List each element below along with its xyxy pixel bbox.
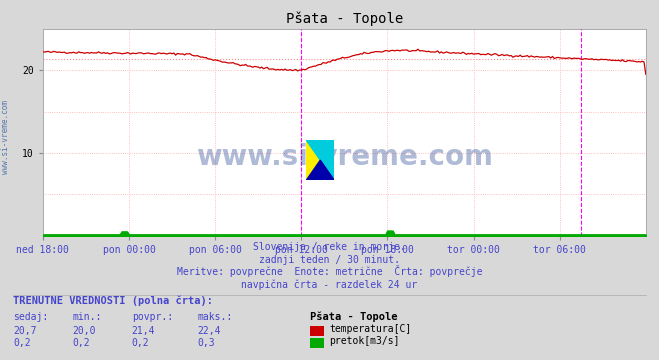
Text: www.si-vreme.com: www.si-vreme.com (196, 143, 493, 171)
Text: 22,4: 22,4 (198, 326, 221, 336)
Text: www.si-vreme.com: www.si-vreme.com (1, 100, 10, 174)
Text: 0,3: 0,3 (198, 338, 215, 348)
Text: maks.:: maks.: (198, 312, 233, 323)
Text: TRENUTNE VREDNOSTI (polna črta):: TRENUTNE VREDNOSTI (polna črta): (13, 296, 213, 306)
Text: sedaj:: sedaj: (13, 312, 48, 323)
Text: povpr.:: povpr.: (132, 312, 173, 323)
Text: Slovenija / reke in morje.: Slovenija / reke in morje. (253, 242, 406, 252)
Polygon shape (306, 140, 334, 180)
Text: Meritve: povprečne  Enote: metrične  Črta: povprečje: Meritve: povprečne Enote: metrične Črta:… (177, 265, 482, 278)
Polygon shape (306, 140, 334, 180)
Text: min.:: min.: (72, 312, 102, 323)
Polygon shape (306, 160, 334, 180)
Text: 0,2: 0,2 (13, 338, 31, 348)
Text: zadnji teden / 30 minut.: zadnji teden / 30 minut. (259, 255, 400, 265)
Text: 20,0: 20,0 (72, 326, 96, 336)
Text: 20,7: 20,7 (13, 326, 37, 336)
Title: Pšata - Topole: Pšata - Topole (286, 12, 403, 26)
Text: 0,2: 0,2 (132, 338, 150, 348)
Text: Pšata - Topole: Pšata - Topole (310, 312, 397, 323)
Text: navpična črta - razdelek 24 ur: navpična črta - razdelek 24 ur (241, 279, 418, 290)
Text: 0,2: 0,2 (72, 338, 90, 348)
Text: 21,4: 21,4 (132, 326, 156, 336)
Text: temperatura[C]: temperatura[C] (330, 324, 412, 334)
Text: pretok[m3/s]: pretok[m3/s] (330, 336, 400, 346)
